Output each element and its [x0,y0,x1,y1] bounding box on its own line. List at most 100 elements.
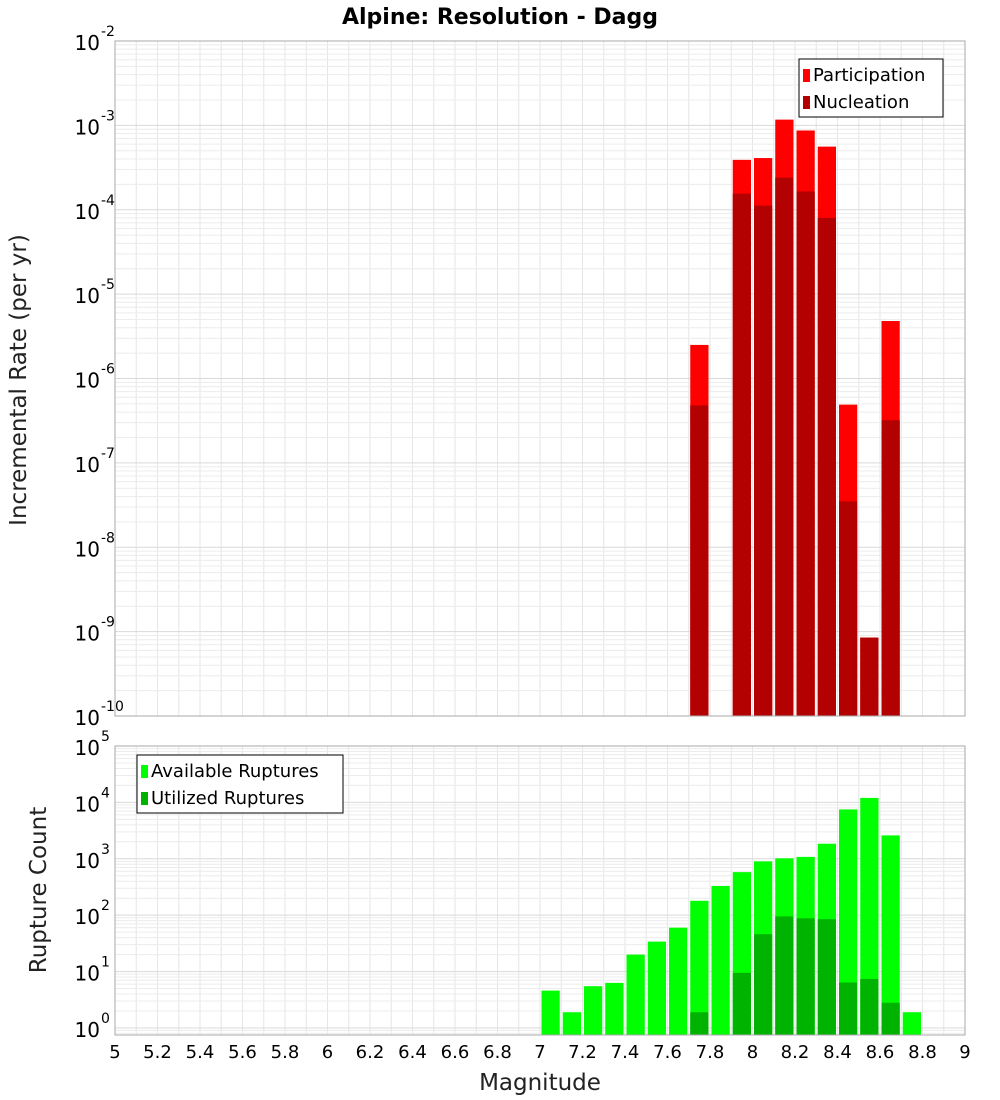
bar [881,1002,900,1035]
x-tick-label: 6.8 [483,1042,512,1063]
bar [562,1012,581,1035]
bar [881,835,900,1035]
y-tick-exponent: -7 [101,446,115,462]
bar [817,217,836,716]
bar [817,919,836,1035]
x-tick-label: 6 [322,1042,333,1063]
bar [669,927,688,1035]
y-tick-label: 10 [75,453,100,477]
y-tick-label: 10 [75,905,100,929]
y-tick-label: 10 [75,1018,100,1042]
y-tick-exponent: 4 [101,785,110,801]
y-tick-exponent: 3 [101,842,110,858]
x-tick-label: 8.4 [823,1042,852,1063]
x-axis-label: Magnitude [479,1070,601,1096]
y-tick-exponent: 2 [101,898,110,914]
y-tick-exponent: 1 [101,955,110,971]
y-tick-label: 10 [75,792,100,816]
legend-entry: Available Ruptures [151,761,319,782]
chart-title: Alpine: Resolution - Dagg [342,5,658,30]
bar [541,990,560,1035]
y-tick-exponent: -2 [101,24,115,40]
x-tick-label: 7.2 [568,1042,597,1063]
y-tick-label: 10 [75,200,100,224]
x-tick-label: 8.6 [866,1042,895,1063]
bar [860,637,879,716]
y-tick-exponent: -10 [101,699,124,715]
bar [754,205,773,716]
y-tick-exponent: -4 [101,193,115,209]
x-tick-label: 5.8 [271,1042,300,1063]
bar [626,954,645,1035]
legend-swatch [803,69,810,82]
y-tick-label: 10 [75,736,100,760]
bar [732,193,751,716]
bar [647,941,666,1035]
legend-box [798,58,944,118]
x-tick-label: 6.6 [441,1042,470,1063]
bar [690,405,709,716]
y-tick-exponent: -6 [101,362,115,378]
x-tick-label: 6.2 [356,1042,385,1063]
bar [839,501,858,716]
bottom-panel: 10 010 110 210 310 410 55 5.2 5.4 5.6 5.8 6 6.2 6.4 6.… [75,729,971,1063]
y-tick-exponent: -9 [101,615,115,631]
bar [775,916,794,1035]
bar [839,982,858,1035]
y-tick-label: 10 [75,284,100,308]
legend-entry: Utilized Ruptures [151,788,304,809]
top-y-axis-label: Incremental Rate (per yr) [6,234,32,526]
x-tick-label: 5.2 [143,1042,172,1063]
y-tick-label: 10 [75,622,100,646]
bar [881,420,900,716]
bottom-y-axis-label: Rupture Count [26,807,52,973]
x-tick-label: 9 [959,1042,970,1063]
y-tick-exponent: -8 [101,530,115,546]
bar [584,986,603,1035]
y-tick-label: 10 [75,115,100,139]
series-utilized-ruptures [690,916,900,1035]
bar [860,797,879,1035]
y-tick-label: 10 [75,962,100,986]
y-tick-exponent: 5 [101,729,110,745]
x-tick-label: 8.8 [908,1042,937,1063]
bar [796,918,815,1035]
gridlines-0 [114,40,966,717]
y-tick-label: 10 [75,537,100,561]
bar [605,982,624,1035]
legend-swatch [141,765,148,778]
bar [690,900,709,1035]
bar [690,1012,709,1035]
x-tick-label: 8 [747,1042,758,1063]
bar [839,809,858,1035]
legend-0: Participation Nucleation [798,58,944,118]
x-tick-label: 7.6 [653,1042,682,1063]
plot-border-0 [114,40,966,717]
x-tick-label: 5.6 [228,1042,257,1063]
y-tick-label: 10 [75,706,100,730]
x-tick-label: 7.8 [696,1042,725,1063]
legend-entry: Nucleation [813,92,909,113]
plot-border-1 [114,745,966,1036]
bar [796,191,815,717]
bar [860,978,879,1035]
y-tick-label: 10 [75,369,100,393]
x-tick-label: 7.4 [611,1042,640,1063]
bar [902,1012,921,1035]
bar [754,934,773,1035]
bar [711,885,730,1035]
legend-entry: Participation [813,65,925,86]
bar [732,972,751,1035]
y-tick-label: 10 [75,849,100,873]
y-tick-exponent: 0 [101,1011,110,1027]
series-available-ruptures [541,797,921,1035]
y-tick-exponent: -5 [101,277,115,293]
series-nucleation [690,177,900,717]
legend-swatch [141,792,148,805]
legend-1: Available Ruptures Utilized Ruptures [136,754,344,814]
bar [775,177,794,716]
legend-box [136,754,344,814]
x-tick-label: 5.4 [186,1042,215,1063]
